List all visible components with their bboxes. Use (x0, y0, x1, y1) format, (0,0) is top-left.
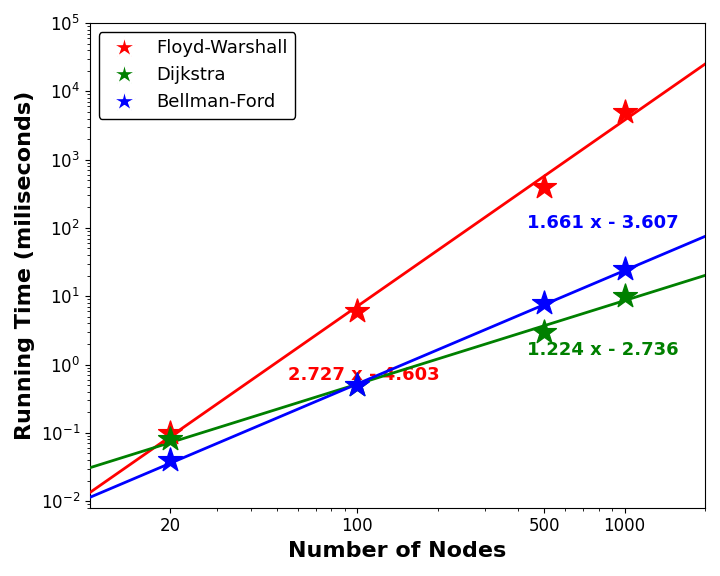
Bellman-Ford (164, 456, 176, 465)
Bellman-Ford (539, 298, 550, 308)
X-axis label: Number of Nodes: Number of Nodes (288, 541, 506, 561)
Y-axis label: Running Time (miliseconds): Running Time (miliseconds) (15, 91, 35, 440)
Bellman-Ford (351, 381, 363, 390)
Dijkstra (618, 291, 630, 301)
Floyd-Warshall (351, 307, 363, 316)
Floyd-Warshall (618, 107, 630, 116)
Text: 1.661 x - 3.607: 1.661 x - 3.607 (526, 214, 678, 232)
Text: 2.727 x - 4.603: 2.727 x - 4.603 (288, 366, 439, 384)
Dijkstra (351, 381, 363, 390)
Dijkstra (164, 435, 176, 444)
Dijkstra (539, 327, 550, 336)
Bellman-Ford (618, 264, 630, 274)
Floyd-Warshall (164, 428, 176, 437)
Floyd-Warshall (539, 182, 550, 191)
Legend: Floyd-Warshall, Dijkstra, Bellman-Ford: Floyd-Warshall, Dijkstra, Bellman-Ford (99, 32, 295, 119)
Text: 1.224 x - 2.736: 1.224 x - 2.736 (526, 340, 678, 358)
